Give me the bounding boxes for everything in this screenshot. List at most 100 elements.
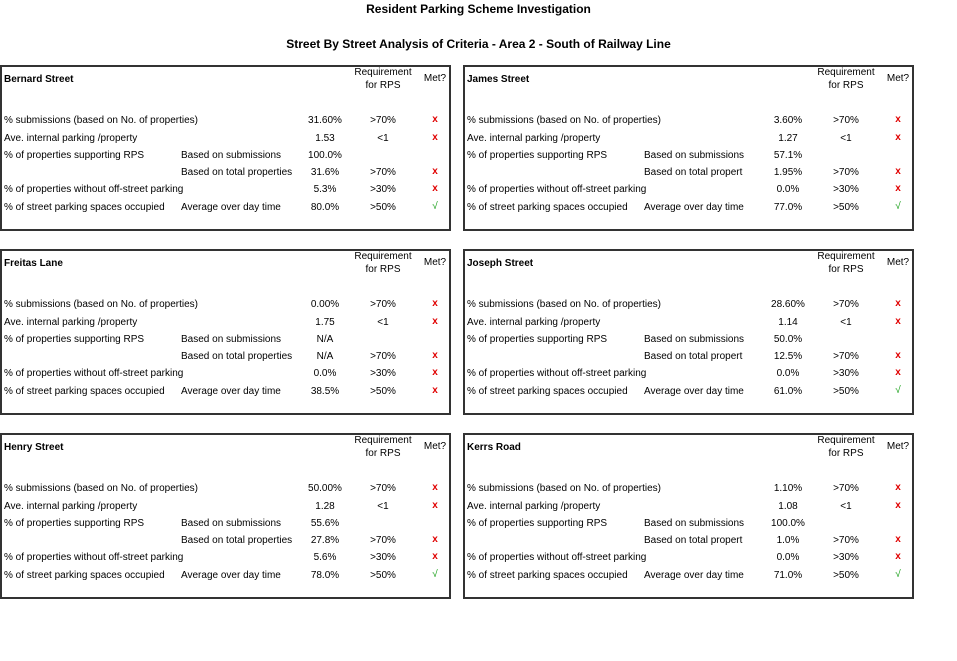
row-requirement: >30%	[370, 368, 396, 379]
row-value: 80.0%	[310, 202, 340, 213]
row-sublabel: Average over day time	[181, 386, 281, 397]
requirement-header-line2: for RPS	[828, 264, 864, 275]
requirement-header-line1: Requirement	[354, 435, 412, 446]
row-label: % submissions (based on No. of propertie…	[4, 115, 198, 126]
row-label: % submissions (based on No. of propertie…	[467, 299, 661, 310]
requirement-header-line2: for RPS	[365, 264, 401, 275]
row-value: 12.5%	[773, 351, 803, 362]
requirement-header-line1: Requirement	[817, 67, 875, 78]
row-value: 0.0%	[776, 368, 800, 379]
row-requirement: >70%	[370, 483, 396, 494]
not-met-mark: x	[432, 298, 438, 309]
row-label: % of street parking spaces occupied	[4, 570, 165, 581]
row-value: 5.6%	[313, 552, 337, 563]
row-value: 31.6%	[310, 167, 340, 178]
row-sublabel: Average over day time	[181, 570, 281, 581]
row-requirement: <1	[840, 317, 852, 328]
requirement-header-line1: Requirement	[354, 251, 412, 262]
row-requirement: >50%	[833, 386, 859, 397]
not-met-mark: x	[895, 183, 901, 194]
row-requirement: >70%	[370, 351, 396, 362]
street-panel: Kerrs Road Requirement for RPS Met? % submis…	[463, 433, 914, 599]
requirement-header-line1: Requirement	[354, 67, 412, 78]
row-requirement: >70%	[833, 535, 859, 546]
row-value: 1.10%	[773, 483, 803, 494]
row-requirement: >50%	[833, 202, 859, 213]
row-value: 27.8%	[310, 535, 340, 546]
row-label: % of properties without off-street parki…	[4, 184, 184, 195]
not-met-mark: x	[895, 367, 901, 378]
row-requirement: >70%	[370, 115, 396, 126]
row-label: % of properties supporting RPS	[4, 334, 145, 345]
row-label: % submissions (based on No. of propertie…	[467, 483, 661, 494]
row-value: 5.3%	[313, 184, 337, 195]
row-requirement: >70%	[370, 299, 396, 310]
met-mark: √	[895, 201, 901, 212]
not-met-mark: x	[432, 367, 438, 378]
row-sublabel: Based on submissions	[181, 334, 282, 345]
not-met-mark: x	[432, 316, 438, 327]
requirement-header-line2: for RPS	[365, 448, 401, 459]
row-value: 1.0%	[776, 535, 800, 546]
row-value: 100.0%	[771, 518, 805, 529]
row-value: 28.60%	[771, 299, 805, 310]
street-name: James Street	[467, 74, 530, 85]
not-met-mark: x	[432, 385, 438, 396]
row-label: Ave. internal parking /property	[467, 317, 601, 328]
row-label: Ave. internal parking /property	[467, 133, 601, 144]
row-requirement: >70%	[370, 167, 396, 178]
page-title: Resident Parking Scheme Investigation	[366, 2, 591, 16]
row-value: 0.0%	[776, 184, 800, 195]
not-met-mark: x	[432, 534, 438, 545]
row-label: % of properties without off-street parki…	[467, 552, 647, 563]
row-label: Ave. internal parking /property	[467, 501, 601, 512]
not-met-mark: x	[895, 551, 901, 562]
row-requirement: >70%	[833, 483, 859, 494]
row-label: Ave. internal parking /property	[4, 317, 138, 328]
row-sublabel: Based on total propert	[644, 167, 743, 178]
row-value: 77.0%	[773, 202, 803, 213]
street-panel: Bernard Street Requirement for RPS Met? % su…	[0, 65, 451, 231]
met-mark: √	[895, 569, 901, 580]
street-panel: Freitas Lane Requirement for RPS Met? % subm…	[0, 249, 451, 415]
row-requirement: >50%	[370, 570, 396, 581]
row-value: 50.00%	[308, 483, 342, 494]
requirement-header-line1: Requirement	[817, 251, 875, 262]
row-value: 57.1%	[773, 150, 803, 161]
requirement-header-line1: Requirement	[817, 435, 875, 446]
row-requirement: >70%	[833, 351, 859, 362]
row-requirement: >30%	[833, 368, 859, 379]
row-requirement: >30%	[833, 184, 859, 195]
row-sublabel: Based on submissions	[644, 334, 745, 345]
not-met-mark: x	[432, 183, 438, 194]
street-name: Joseph Street	[467, 258, 534, 269]
row-sublabel: Based on submissions	[644, 150, 745, 161]
not-met-mark: x	[895, 350, 901, 361]
met-header: Met?	[423, 73, 447, 84]
row-requirement: >30%	[833, 552, 859, 563]
row-requirement: >70%	[833, 167, 859, 178]
row-sublabel: Average over day time	[644, 202, 744, 213]
row-label: Ave. internal parking /property	[4, 501, 138, 512]
row-value: 61.0%	[773, 386, 803, 397]
row-sublabel: Based on total properties	[181, 535, 293, 546]
row-sublabel: Based on submissions	[644, 518, 745, 529]
row-sublabel: Average over day time	[644, 386, 744, 397]
row-value: 50.0%	[773, 334, 803, 345]
row-sublabel: Based on submissions	[181, 518, 282, 529]
row-label: % of properties supporting RPS	[467, 334, 608, 345]
row-value: 31.60%	[308, 115, 342, 126]
not-met-mark: x	[432, 350, 438, 361]
met-header: Met?	[886, 441, 910, 452]
row-value: 1.75	[315, 317, 335, 328]
row-label: % of properties supporting RPS	[4, 150, 145, 161]
row-label: % of street parking spaces occupied	[467, 386, 628, 397]
street-panel: James Street Requirement for RPS Met? % subm…	[463, 65, 914, 231]
row-label: % of properties supporting RPS	[467, 518, 608, 529]
street-panel: Joseph Street Requirement for RPS Met? % sub…	[463, 249, 914, 415]
row-label: % of street parking spaces occupied	[4, 386, 165, 397]
met-header: Met?	[886, 257, 910, 268]
row-sublabel: Based on total propert	[644, 535, 743, 546]
row-sublabel: Based on total propert	[644, 351, 743, 362]
row-requirement: >70%	[833, 115, 859, 126]
